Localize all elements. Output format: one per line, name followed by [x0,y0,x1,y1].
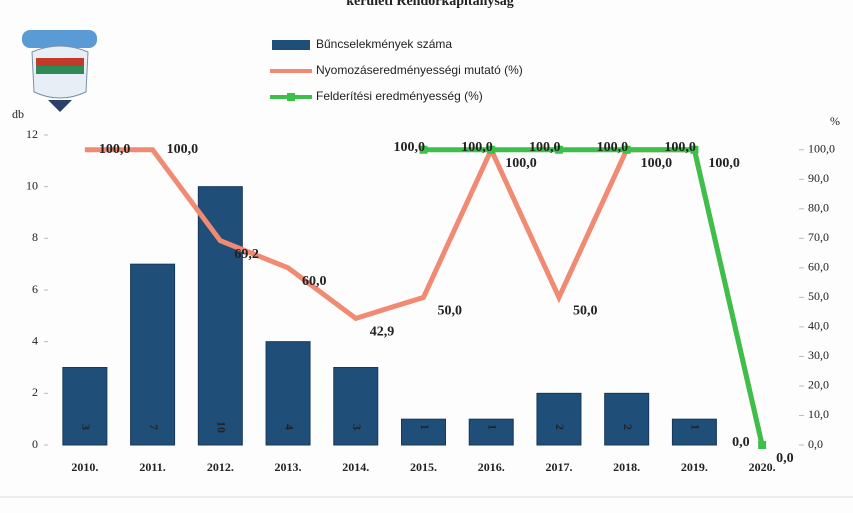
legend-label: Felderítési eredményesség (%) [316,89,483,103]
data-label: 100,0 [461,140,493,155]
x-tick-label: 2017. [545,460,572,474]
data-label: 0,0 [732,435,750,450]
y2-tick-label: 80,0 [808,201,829,215]
bar [197,186,243,446]
data-label: 100,0 [99,142,131,157]
y-tick-label: 12 [26,127,38,141]
y2-tick-label: 10,0 [808,407,829,421]
bar [130,263,176,446]
bar-label: 4 [282,424,296,430]
data-label: 50,0 [438,304,463,319]
bar-label: 2 [553,424,567,430]
point [487,145,496,154]
bar [265,341,311,446]
x-tick-label: 2012. [207,460,234,474]
y2-tick-label: 0,0 [808,437,823,451]
point [758,441,767,449]
data-label: 100,0 [394,140,426,155]
bar-label: 10 [215,421,229,433]
bar [401,418,446,446]
y2-tick-label: 70,0 [808,230,829,244]
bar [333,367,379,446]
data-label: 69,2 [234,247,259,262]
point [554,145,563,154]
x-tick-label: 2020. [749,460,776,474]
bar-label: 3 [79,424,93,430]
y2-tick-label: 20,0 [808,378,829,392]
y2-tick-label: 60,0 [808,260,829,274]
x-tick-label: 2016. [478,460,505,474]
x-tick-label: 2014. [342,460,369,474]
line [423,147,765,446]
bar-label: 2 [621,424,635,430]
x-tick-label: 2015. [410,460,437,474]
y2-axis-label: % [830,114,840,128]
legend-swatch [287,93,295,101]
y-axis-label: db [12,107,24,121]
point [622,145,631,154]
bar-label: 7 [147,424,161,430]
y-tick-label: 2 [32,385,38,399]
y2-tick-label: 40,0 [808,319,829,333]
bar [62,367,108,446]
data-label: 100,0 [505,156,537,171]
bar-label: 1 [689,424,703,430]
data-label: 100,0 [708,156,740,171]
x-tick-label: 2011. [139,460,165,474]
y2-tick-label: 100,0 [808,142,835,156]
bar [671,418,717,446]
data-label: 100,0 [641,156,673,171]
bar-label: 1 [485,424,499,430]
x-tick-label: 2019. [681,460,708,474]
chart-title: kerületi Rendőrkapitányság [346,0,514,9]
bar-label: 1 [418,424,432,430]
bar [604,392,650,446]
data-label: 0,0 [776,451,794,466]
y2-tick-label: 50,0 [808,289,829,303]
bar [536,392,582,446]
y-tick-label: 0 [32,437,38,451]
data-label: 60,0 [302,274,327,289]
x-tick-label: 2018. [613,460,640,474]
bar-label: 3 [350,424,364,430]
point [419,145,428,154]
y2-tick-label: 30,0 [808,348,829,362]
legend-label: Nyomozáseredményességi mutató (%) [316,63,523,77]
legend-label: Bűncselekmények száma [316,37,452,51]
x-tick-label: 2010. [71,460,98,474]
x-tick-label: 2013. [275,460,302,474]
y-tick-label: 4 [32,333,38,347]
bar [468,418,514,446]
data-label: 100,0 [597,140,629,155]
data-label: 100,0 [664,140,696,155]
y-tick-label: 10 [26,178,38,192]
data-label: 100,0 [167,142,199,157]
point [690,145,699,154]
y-tick-label: 6 [32,282,38,296]
data-label: 100,0 [529,140,561,155]
legend-swatch [272,40,310,50]
data-label: 42,9 [370,325,395,340]
y2-tick-label: 90,0 [808,171,829,185]
y-tick-label: 8 [32,230,38,244]
data-label: 50,0 [573,304,598,319]
logo [22,30,97,112]
